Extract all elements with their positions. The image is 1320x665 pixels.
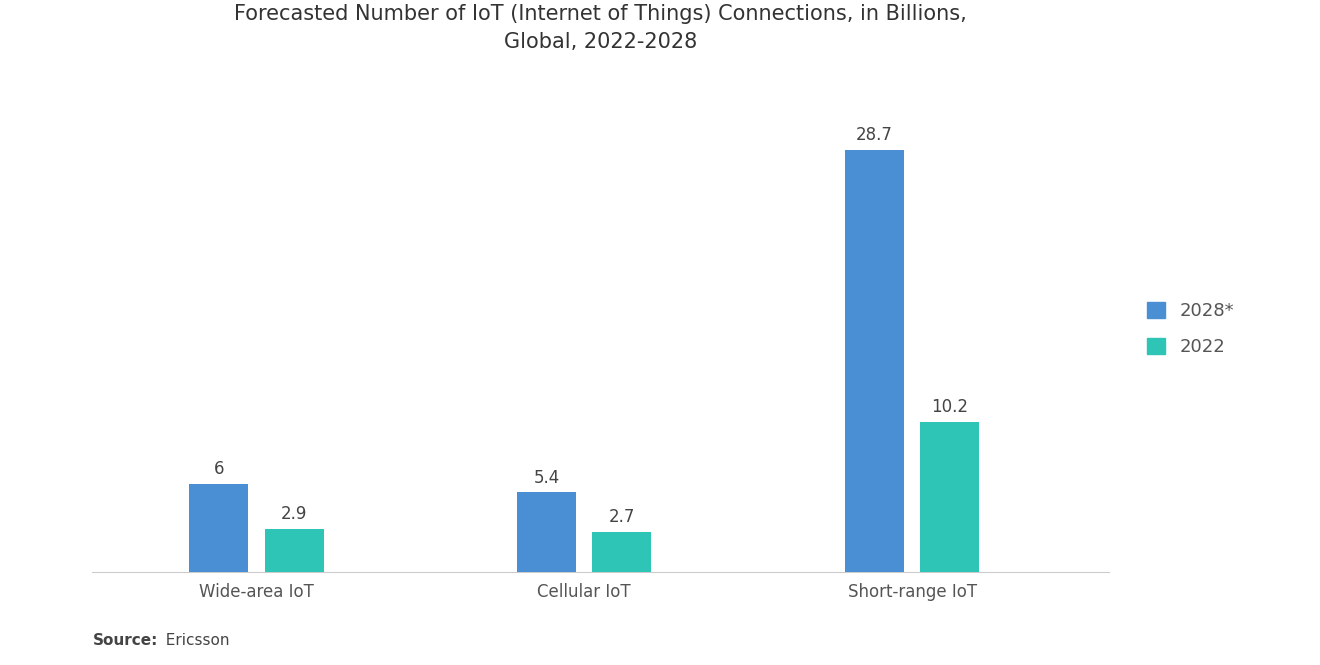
Text: Source:: Source:: [92, 633, 158, 648]
Text: 28.7: 28.7: [855, 126, 892, 144]
Text: 10.2: 10.2: [932, 398, 969, 416]
Text: Ericsson: Ericsson: [156, 633, 230, 648]
Bar: [517, 493, 576, 572]
Text: 2.9: 2.9: [281, 505, 308, 523]
Title: Forecasted Number of IoT (Internet of Things) Connections, in Billions,
Global, : Forecasted Number of IoT (Internet of Th…: [234, 3, 968, 52]
Text: 6: 6: [214, 460, 224, 477]
Bar: [920, 422, 979, 572]
Bar: [845, 150, 904, 572]
Bar: [189, 483, 248, 572]
Bar: [264, 529, 323, 572]
Text: 2.7: 2.7: [609, 508, 635, 526]
Bar: [593, 532, 652, 572]
Legend: 2028*, 2022: 2028*, 2022: [1138, 293, 1243, 366]
Text: 5.4: 5.4: [533, 469, 560, 487]
